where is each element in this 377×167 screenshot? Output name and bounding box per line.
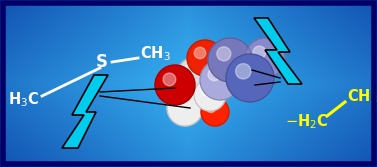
Text: S: S xyxy=(96,53,108,71)
Circle shape xyxy=(155,65,195,105)
Circle shape xyxy=(200,60,240,100)
Circle shape xyxy=(208,68,221,81)
Polygon shape xyxy=(254,18,302,84)
Text: H$_3$C: H$_3$C xyxy=(8,91,39,109)
Circle shape xyxy=(201,85,211,96)
Circle shape xyxy=(184,64,196,76)
Circle shape xyxy=(245,38,285,78)
Circle shape xyxy=(194,47,206,59)
Circle shape xyxy=(163,73,176,86)
Circle shape xyxy=(174,97,186,109)
Circle shape xyxy=(167,90,203,126)
Circle shape xyxy=(187,40,223,76)
Circle shape xyxy=(226,54,274,102)
Circle shape xyxy=(208,38,252,82)
Circle shape xyxy=(253,46,266,59)
Circle shape xyxy=(201,98,229,126)
Circle shape xyxy=(177,57,213,93)
Circle shape xyxy=(207,104,216,113)
Text: CH$_3$: CH$_3$ xyxy=(347,88,377,106)
Circle shape xyxy=(236,64,251,79)
Polygon shape xyxy=(62,75,108,148)
Text: CH$_3$: CH$_3$ xyxy=(140,45,171,63)
Circle shape xyxy=(194,79,226,111)
Circle shape xyxy=(217,47,231,61)
Text: $-$H$_2$C: $-$H$_2$C xyxy=(285,113,328,131)
